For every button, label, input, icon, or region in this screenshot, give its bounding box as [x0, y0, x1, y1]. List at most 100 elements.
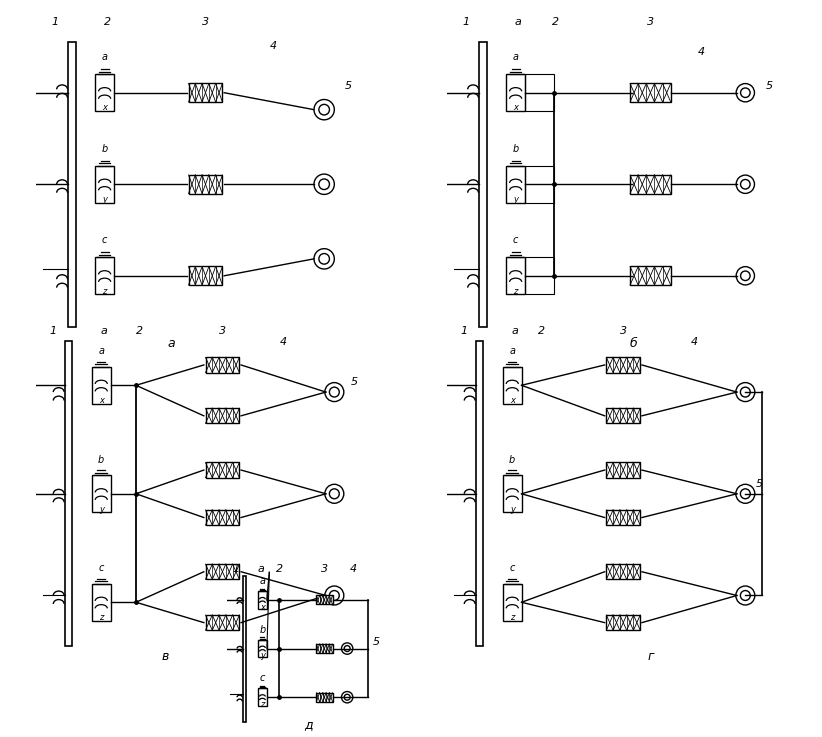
Bar: [630, 267, 671, 285]
Text: y: y: [99, 505, 104, 514]
Text: a: a: [511, 326, 518, 337]
Bar: [188, 175, 223, 194]
Text: a: a: [99, 346, 104, 357]
Text: x: x: [513, 103, 518, 113]
Text: 1: 1: [462, 17, 469, 27]
Text: y: y: [102, 195, 107, 204]
Bar: [476, 341, 483, 646]
Text: 3: 3: [202, 17, 209, 27]
Text: 4: 4: [698, 47, 704, 57]
Bar: [525, 74, 554, 111]
Text: a: a: [515, 17, 522, 27]
Text: b: b: [512, 144, 519, 154]
Bar: [607, 615, 640, 630]
Text: 1: 1: [51, 17, 58, 27]
Text: 4: 4: [270, 41, 277, 51]
Bar: [206, 462, 239, 478]
Text: c: c: [260, 674, 266, 683]
Text: 5: 5: [373, 638, 380, 647]
Bar: [525, 257, 554, 294]
Text: д: д: [304, 718, 312, 731]
Text: b: b: [259, 625, 266, 635]
Text: 2: 2: [136, 326, 143, 337]
Text: в: в: [161, 650, 169, 663]
Bar: [95, 257, 114, 294]
Text: b: b: [98, 455, 104, 465]
Bar: [506, 74, 525, 111]
Bar: [503, 584, 522, 621]
Text: c: c: [513, 235, 519, 245]
Bar: [95, 166, 114, 203]
Text: x: x: [510, 396, 515, 405]
Bar: [258, 688, 267, 706]
Text: y: y: [513, 195, 518, 204]
Text: a: a: [510, 346, 515, 357]
Bar: [242, 576, 246, 722]
Bar: [258, 591, 267, 609]
Bar: [188, 83, 223, 102]
Bar: [206, 564, 239, 579]
Text: 5: 5: [344, 81, 352, 91]
Text: a: a: [260, 576, 266, 586]
Bar: [92, 367, 111, 404]
Bar: [316, 644, 333, 653]
Text: 4: 4: [350, 565, 358, 574]
Bar: [68, 42, 76, 326]
Bar: [607, 357, 640, 373]
Bar: [95, 74, 114, 111]
Text: 3: 3: [620, 326, 627, 337]
Text: a: a: [100, 326, 107, 337]
Text: b: b: [509, 455, 515, 465]
Text: г: г: [647, 650, 653, 663]
Text: 2: 2: [552, 17, 559, 27]
Text: а: а: [168, 337, 175, 350]
Text: 5: 5: [755, 479, 763, 489]
Bar: [92, 475, 111, 512]
Text: 5: 5: [765, 81, 773, 91]
Bar: [503, 475, 522, 512]
Text: z: z: [510, 613, 515, 622]
Text: 2: 2: [538, 326, 546, 337]
Bar: [65, 341, 72, 646]
Bar: [506, 166, 525, 203]
Text: x: x: [102, 103, 107, 113]
Text: 2: 2: [104, 17, 111, 27]
Bar: [316, 595, 333, 604]
Bar: [206, 357, 239, 373]
Bar: [316, 693, 333, 702]
Text: a: a: [102, 52, 108, 62]
Bar: [206, 408, 239, 424]
Text: б: б: [630, 337, 637, 350]
Text: x: x: [99, 396, 104, 405]
Text: 3: 3: [647, 17, 654, 27]
Bar: [607, 510, 640, 525]
Bar: [607, 462, 640, 478]
Text: c: c: [99, 564, 104, 573]
Text: 3: 3: [219, 326, 226, 337]
Bar: [92, 584, 111, 621]
Text: c: c: [510, 564, 515, 573]
Text: y: y: [510, 505, 515, 514]
Bar: [506, 257, 525, 294]
Bar: [503, 367, 522, 404]
Text: z: z: [514, 287, 518, 296]
Bar: [479, 42, 487, 326]
Text: a: a: [513, 52, 519, 62]
Bar: [630, 83, 671, 102]
Text: 4: 4: [280, 337, 287, 346]
Bar: [525, 166, 554, 203]
Bar: [206, 615, 239, 630]
Text: 1: 1: [233, 565, 240, 574]
Text: a: a: [258, 565, 265, 574]
Text: 1: 1: [460, 326, 468, 337]
Text: z: z: [103, 287, 107, 296]
Text: 4: 4: [691, 337, 698, 346]
Text: b: b: [101, 144, 108, 154]
Text: 1: 1: [49, 326, 57, 337]
Bar: [258, 640, 267, 657]
Text: 5: 5: [351, 377, 358, 388]
Bar: [607, 408, 640, 424]
Text: z: z: [261, 700, 265, 709]
Bar: [607, 564, 640, 579]
Bar: [630, 175, 671, 194]
